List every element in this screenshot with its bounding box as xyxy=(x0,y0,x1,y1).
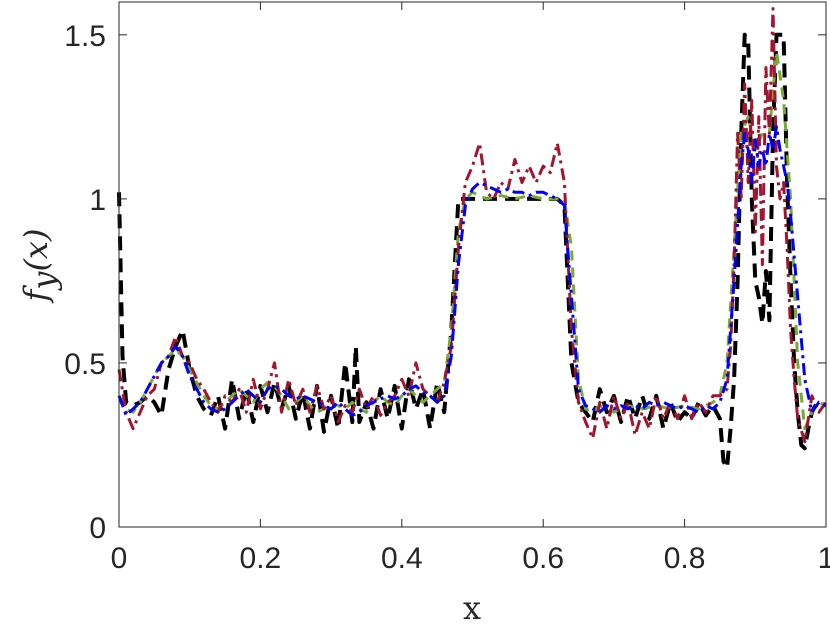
series-line-4 xyxy=(117,125,827,417)
ticks-layer: 0 0.2 0.4 0.6 0.8 1 0 0.5 1 1.5 xyxy=(64,2,830,575)
series-line-1 xyxy=(117,32,827,470)
axes-box xyxy=(118,1,827,528)
y-axis-title: fy(x) xyxy=(17,229,63,304)
y-tick-label: 0 xyxy=(89,512,106,545)
y-axis-title-sub: y xyxy=(25,271,63,292)
y-tick-label: 0.5 xyxy=(64,348,106,381)
x-tick-label: 0.8 xyxy=(664,542,706,575)
y-tick-label: 1.5 xyxy=(64,20,106,53)
x-tick-label: 0.2 xyxy=(240,542,282,575)
x-axis-title: x xyxy=(463,589,481,624)
axes-layer xyxy=(118,1,827,528)
series-layer xyxy=(117,7,828,470)
x-tick-label: 0.4 xyxy=(381,542,423,575)
svg-text:fy(x): fy(x) xyxy=(17,229,63,304)
y-tick-label: 1 xyxy=(89,184,106,217)
x-tick-label: 1 xyxy=(818,542,830,575)
plot-area xyxy=(119,2,826,527)
x-tick-label: 0 xyxy=(111,542,128,575)
y-axis-title-arg: (x) xyxy=(17,229,55,272)
x-tick-label: 0.6 xyxy=(522,542,564,575)
